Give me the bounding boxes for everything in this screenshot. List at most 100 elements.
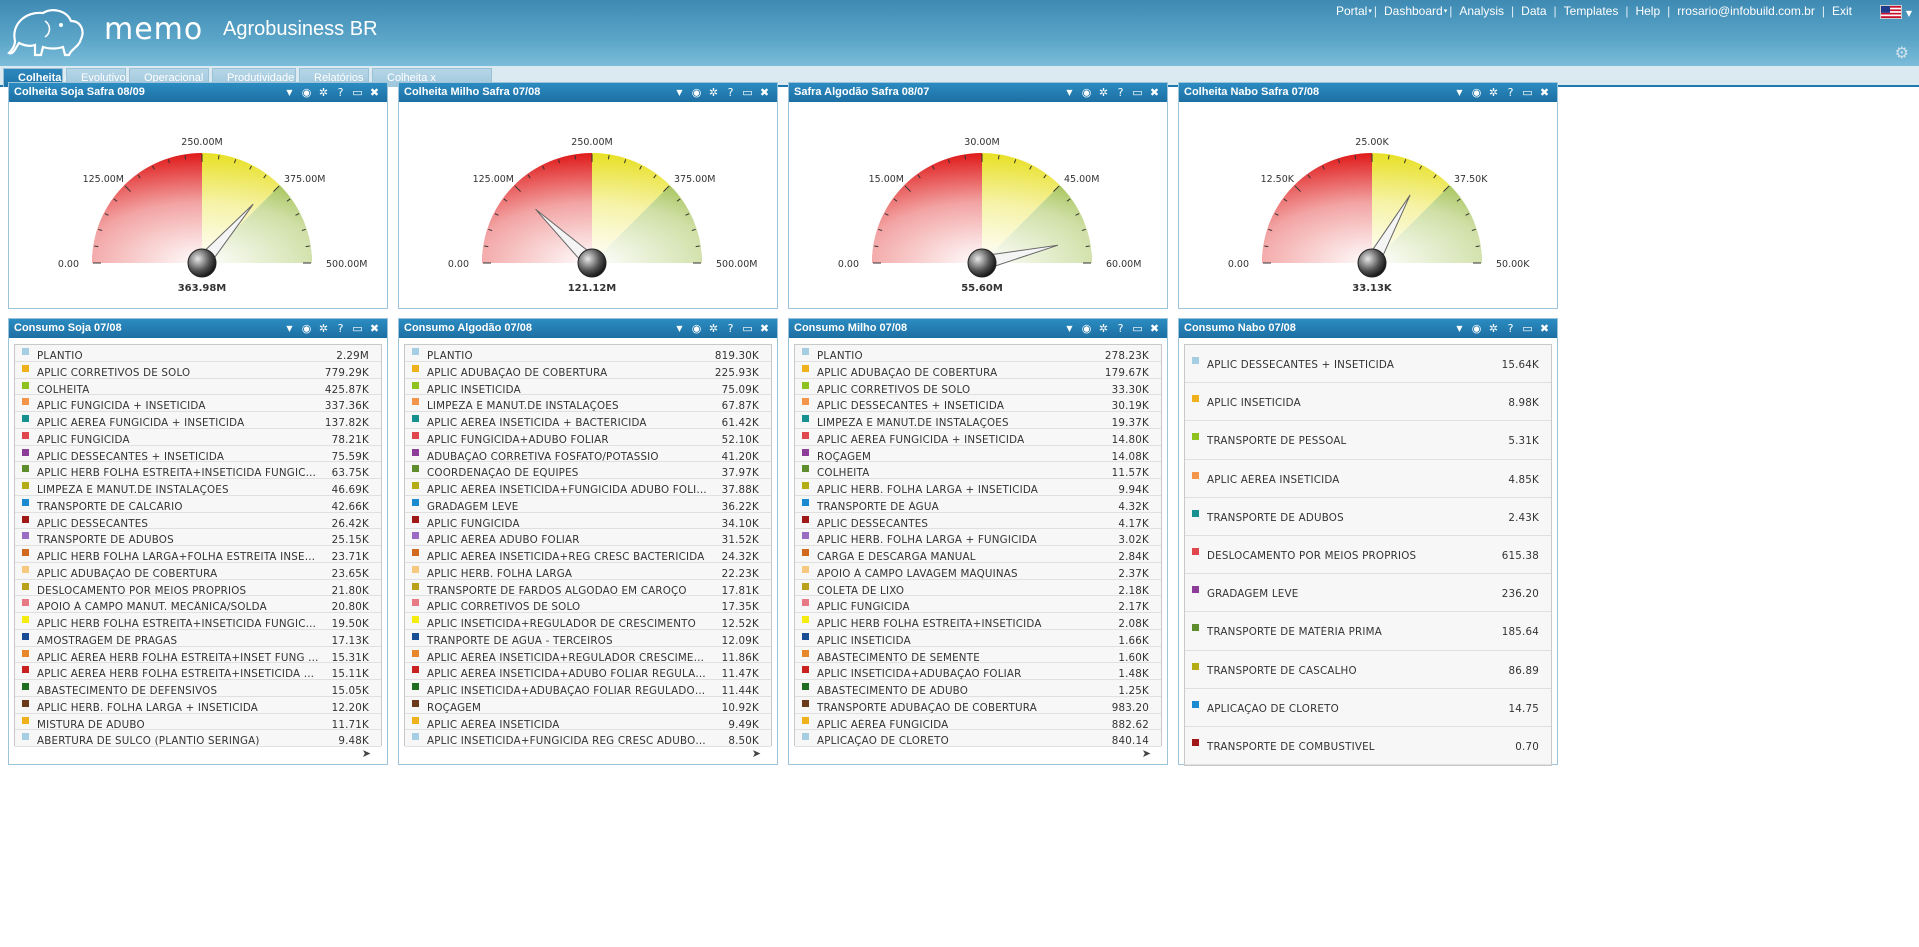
help-icon[interactable]: ? <box>337 322 344 335</box>
list-item[interactable]: APLIC INSETICIDA+REGULADOR DE CRESCIMENT… <box>405 613 771 630</box>
help-icon[interactable]: ? <box>1117 322 1124 335</box>
filter-icon[interactable]: ▼ <box>1066 88 1073 97</box>
list-item[interactable]: APLIC AÉREA HERB FOLHA ESTREITA+INSET FU… <box>15 646 381 664</box>
list-item[interactable]: TRANPORTE DE AGUA - TERCEIROS 12.09K <box>405 629 771 647</box>
nav-rrosario-infobuild-com-br[interactable]: rrosario@infobuild.com.br <box>1677 4 1815 18</box>
gear-icon[interactable]: ✲ <box>708 86 719 99</box>
nav-portal[interactable]: Portal <box>1335 4 1368 18</box>
close-icon[interactable]: ✖ <box>1149 322 1160 335</box>
list-item[interactable]: APLIC DESSECANTES + INSETICIDA 30.19K <box>795 395 1161 412</box>
list-item[interactable]: APLIC INSETICIDA 8.98K <box>1185 383 1551 422</box>
list-item[interactable]: TRANSPORTE DE FARDOS ALGODÃO EM CAROÇO 17… <box>405 579 771 597</box>
list-item[interactable]: DESLOCAMENTO POR MEIOS PROPRIOS 21.80K <box>15 579 381 597</box>
help-icon[interactable]: ? <box>727 322 734 335</box>
list-item[interactable]: ABERTURA DE SULCO (PLANTIO SERINGA) 9.48K <box>15 730 381 747</box>
list-item[interactable]: APLIC HERB. FOLHA LARGA + INSETICIDA 12.2… <box>15 696 381 714</box>
filter-icon[interactable]: ▼ <box>286 88 293 97</box>
list-item[interactable]: APLIC HERB. FOLHA LARGA 22.23K <box>405 562 771 580</box>
list-item[interactable]: TRANSPORTE DE COMBUSTIVEL 0.70 <box>1185 726 1551 766</box>
list-item[interactable]: ROÇAGEM 10.92K <box>405 696 771 714</box>
list-item[interactable]: APLIC AÉREA INSETICIDA+REGULADOR CRESCIM… <box>405 646 771 664</box>
list-item[interactable]: TRANSPORTE DE ADUBOS 25.15K <box>15 529 381 546</box>
list-item[interactable]: APLIC CORRETIVOS DE SOLO 17.35K <box>405 596 771 613</box>
close-icon[interactable]: ✖ <box>759 322 770 335</box>
list-item[interactable]: APLIC INSETICIDA+ADUBAÇÃO FOLIAR 1.48K <box>795 663 1161 680</box>
chevron-down-icon[interactable]: ▾ <box>1368 8 1372 15</box>
list-item[interactable]: APLIC FUNGICIDA + INSETICIDA 337.36K <box>15 395 381 412</box>
eye-icon[interactable]: ◉ <box>691 86 702 99</box>
list-item[interactable]: APLIC HERB. FOLHA LARGA + FUNGICIDA 3.02K <box>795 529 1161 546</box>
eye-icon[interactable]: ◉ <box>1471 322 1482 335</box>
eye-icon[interactable]: ◉ <box>1081 322 1092 335</box>
filter-icon[interactable]: ▼ <box>1456 88 1463 97</box>
list-item[interactable]: LIMPEZA E MANUT.DE INSTALAÇÕES 19.37K <box>795 412 1161 429</box>
list-item[interactable]: APLICAÇÃO DE CLORETO 840.14 <box>795 730 1161 747</box>
list-item[interactable]: APLICAÇÃO DE CLORETO 14.75 <box>1185 688 1551 727</box>
list-item[interactable]: APLIC INSETICIDA 75.09K <box>405 378 771 396</box>
list-item[interactable]: AMOSTRAGEM DE PRAGAS 17.13K <box>15 629 381 647</box>
list-item[interactable]: TRANSPORTE DE MATÉRIA PRIMA 185.64 <box>1185 612 1551 651</box>
language-chevron-down-icon[interactable]: ▼ <box>1905 9 1912 18</box>
next-page-arrow-icon[interactable]: ➤ <box>1141 747 1151 760</box>
list-item[interactable]: ROÇAGEM 14.08K <box>795 445 1161 463</box>
list-item[interactable]: APLIC ADUBAÇÃO DE COBERTURA 23.65K <box>15 562 381 580</box>
list-item[interactable]: APLIC ADUBAÇÃO DE COBERTURA 179.67K <box>795 361 1161 379</box>
list-item[interactable]: APLIC AÉREA FUNGICIDA + INSETICIDA 137.82… <box>15 412 381 429</box>
maximize-icon[interactable]: ▭ <box>1132 322 1143 335</box>
list-item[interactable]: GRADAGEM LEVE 236.20 <box>1185 574 1551 613</box>
nav-exit[interactable]: Exit <box>1831 4 1852 18</box>
list-item[interactable]: APLIC ADUBAÇÃO DE COBERTURA 225.93K <box>405 361 771 379</box>
list-item[interactable]: TRANSPORTE DE ADUBOS 2.43K <box>1185 497 1551 536</box>
list-item[interactable]: ADUBAÇÃO CORRETIVA FOSFATO/POTASSIO 41.20… <box>405 445 771 463</box>
settings-gear-icon[interactable]: ⚙ <box>1894 43 1909 62</box>
list-item[interactable]: APLIC HERB FOLHA ESTREITA+INSETICIDA 2.08… <box>795 613 1161 630</box>
filter-icon[interactable]: ▼ <box>676 324 683 333</box>
filter-icon[interactable]: ▼ <box>1456 324 1463 333</box>
eye-icon[interactable]: ◉ <box>301 322 312 335</box>
list-item[interactable]: PLANTIO 2.29M <box>15 345 381 362</box>
filter-icon[interactable]: ▼ <box>1066 324 1073 333</box>
close-icon[interactable]: ✖ <box>1539 322 1550 335</box>
filter-icon[interactable]: ▼ <box>286 324 293 333</box>
list-item[interactable]: ABASTECIMENTO DE DEFENSIVOS 15.05K <box>15 680 381 697</box>
gear-icon[interactable]: ✲ <box>1098 86 1109 99</box>
gear-icon[interactable]: ✲ <box>1488 86 1499 99</box>
eye-icon[interactable]: ◉ <box>301 86 312 99</box>
list-item[interactable]: TRANSPORTE DE PESSOAL 5.31K <box>1185 421 1551 460</box>
list-item[interactable]: APLIC AÉREA INSETICIDA+REG CRESC BACTERI… <box>405 546 771 563</box>
list-item[interactable]: APLIC HERB FOLHA ESTREITA+INSETICIDA FUN… <box>15 462 381 479</box>
next-page-arrow-icon[interactable]: ➤ <box>751 747 761 760</box>
list-item[interactable]: APLIC AÉREA HERB FOLHA ESTREITA+INSETICI… <box>15 663 381 680</box>
list-item[interactable]: APLIC DESSECANTES 4.17K <box>795 512 1161 530</box>
maximize-icon[interactable]: ▭ <box>352 322 363 335</box>
list-item[interactable]: DESLOCAMENTO POR MEIOS PROPRIOS 615.38 <box>1185 535 1551 575</box>
maximize-icon[interactable]: ▭ <box>1522 322 1533 335</box>
list-item[interactable]: TRANSPORTE DE CASCALHO 86.89 <box>1185 650 1551 689</box>
list-item[interactable]: APLIC AÉREA INSETICIDA 9.49K <box>405 713 771 731</box>
chevron-down-icon[interactable]: ▾ <box>1443 8 1448 15</box>
gear-icon[interactable]: ✲ <box>708 322 719 335</box>
help-icon[interactable]: ? <box>727 86 734 99</box>
list-item[interactable]: APLIC AÉREA ADUBO FOLIAR 31.52K <box>405 529 771 546</box>
list-item[interactable]: APLIC AÉREA FUNGICIDA 882.62 <box>795 713 1161 731</box>
close-icon[interactable]: ✖ <box>369 322 380 335</box>
list-item[interactable]: APLIC DESSECANTES + INSETICIDA 15.64K <box>1185 345 1551 384</box>
list-item[interactable]: ABASTECIMENTO DE ADUBO 1.25K <box>795 680 1161 697</box>
next-page-arrow-icon[interactable]: ➤ <box>361 747 371 760</box>
maximize-icon[interactable]: ▭ <box>1132 86 1143 99</box>
maximize-icon[interactable]: ▭ <box>742 86 753 99</box>
gear-icon[interactable]: ✲ <box>318 322 329 335</box>
list-item[interactable]: TRANSPORTE DE ÁGUA 4.32K <box>795 495 1161 513</box>
list-item[interactable]: LIMPEZA E MANUT.DE INSTALAÇÕES 67.87K <box>405 395 771 412</box>
list-item[interactable]: APLIC HERB FOLHA LARGA+FOLHA ESTREITA IN… <box>15 546 381 563</box>
list-item[interactable]: APLIC AÉREA FUNGICIDA + INSETICIDA 14.80K <box>795 428 1161 446</box>
list-item[interactable]: GRADAGEM LEVE 36.22K <box>405 495 771 513</box>
gear-icon[interactable]: ✲ <box>318 86 329 99</box>
list-item[interactable]: APLIC INSETICIDA+FUNGICIDA REG CRESC ADU… <box>405 730 771 747</box>
list-item[interactable]: APLIC AÉREA INSETICIDA+ADUBO FOLIAR REGU… <box>405 663 771 680</box>
list-item[interactable]: APLIC AÉREA INSETICIDA 4.85K <box>1185 459 1551 498</box>
help-icon[interactable]: ? <box>337 86 344 99</box>
maximize-icon[interactable]: ▭ <box>352 86 363 99</box>
list-item[interactable]: APOIO À CAMPO LAVAGEM MÁQUINAS 2.37K <box>795 562 1161 580</box>
list-item[interactable]: TRANSPORTE DE CALCÁRIO 42.66K <box>15 495 381 513</box>
